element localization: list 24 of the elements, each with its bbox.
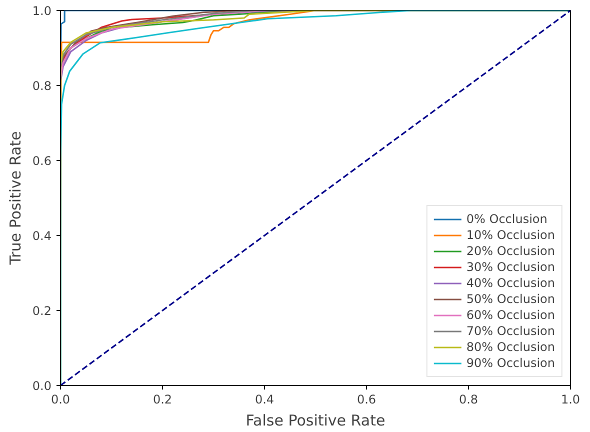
legend-label: 60% Occlusion xyxy=(466,308,555,322)
y-tick-label: 0.8 xyxy=(32,79,52,93)
y-tick-label: 1.0 xyxy=(32,4,52,18)
y-tick-label: 0.6 xyxy=(32,154,52,168)
y-tick-label: 0.4 xyxy=(32,229,52,243)
legend-label: 90% Occlusion xyxy=(466,356,555,370)
x-tick-label: 0.4 xyxy=(254,392,274,406)
legend-label: 30% Occlusion xyxy=(466,260,555,274)
legend-label: 50% Occlusion xyxy=(466,292,555,306)
x-tick-label: 0.8 xyxy=(458,392,478,406)
y-axis-title: True Positive Rate xyxy=(6,131,24,266)
legend-label: 40% Occlusion xyxy=(466,276,555,290)
x-tick-label: 0.2 xyxy=(152,392,172,406)
x-tick-label: 0.0 xyxy=(50,392,70,406)
y-tick-label: 0.2 xyxy=(32,304,52,318)
legend-label: 70% Occlusion xyxy=(466,324,555,338)
legend-label: 10% Occlusion xyxy=(466,228,555,242)
legend-label: 0% Occlusion xyxy=(466,212,548,226)
y-tick-label: 0.0 xyxy=(32,379,52,393)
legend-label: 80% Occlusion xyxy=(466,340,555,354)
x-tick-label: 1.0 xyxy=(560,392,580,406)
x-axis-title: False Positive Rate xyxy=(246,412,386,430)
x-tick-label: 0.6 xyxy=(356,392,376,406)
legend-label: 20% Occlusion xyxy=(466,244,555,258)
